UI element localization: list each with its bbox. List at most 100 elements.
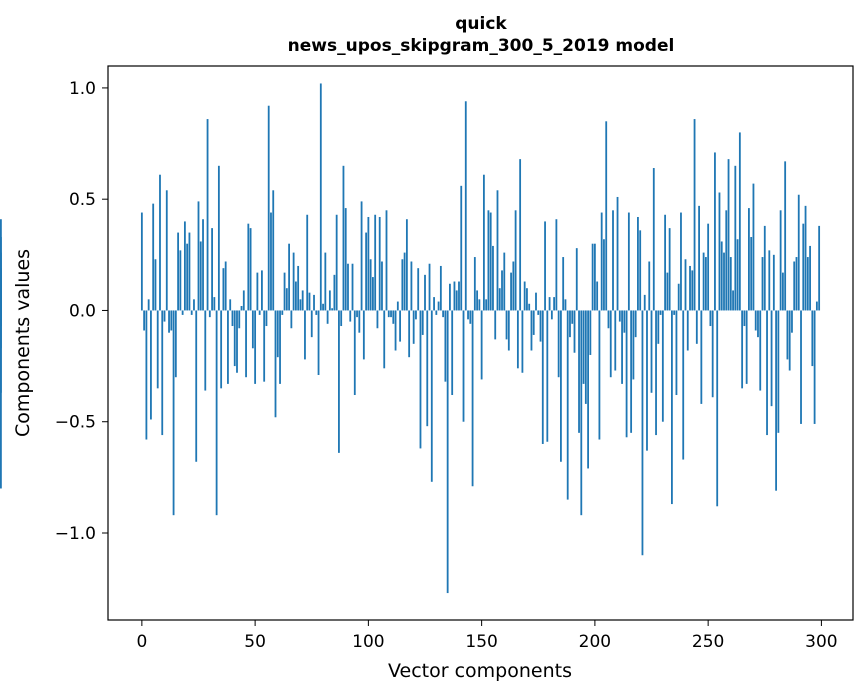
bar: [224, 261, 227, 311]
bar: [625, 310, 628, 438]
bar: [788, 310, 791, 371]
bar: [365, 232, 368, 311]
bar: [648, 261, 651, 311]
bar: [612, 210, 614, 311]
x-tick-label: 200: [579, 632, 611, 652]
bar: [643, 294, 646, 311]
bar: [469, 310, 472, 324]
bar: [510, 272, 512, 311]
bar: [763, 225, 766, 311]
bar: [684, 259, 687, 311]
bar: [353, 310, 356, 396]
bar: [267, 105, 270, 311]
bar: [195, 310, 198, 462]
chart-title-line-1: quick: [455, 14, 507, 34]
bar: [480, 310, 483, 380]
bar: [274, 310, 277, 418]
bar: [362, 310, 365, 360]
bar: [603, 239, 605, 311]
bar: [571, 310, 574, 324]
bar: [680, 212, 682, 311]
bar: [310, 310, 313, 338]
bar: [813, 310, 816, 424]
bar: [768, 250, 771, 311]
bar: [335, 214, 338, 311]
bar: [279, 310, 281, 384]
bar: [451, 310, 454, 396]
bar: [344, 208, 347, 311]
bar: [190, 310, 193, 315]
bar: [385, 210, 388, 311]
bar: [281, 310, 284, 315]
bar: [793, 261, 796, 311]
bar: [159, 174, 161, 311]
bar: [433, 297, 435, 311]
bar: [591, 243, 594, 311]
bar: [464, 101, 467, 311]
bar: [301, 290, 304, 311]
y-tick-label: 0.5: [69, 190, 96, 210]
bar: [428, 263, 431, 311]
bar: [0, 310, 2, 489]
chart-title-line-2: news_upos_skipgram_300_5_2019 model: [288, 36, 675, 56]
bar: [372, 277, 374, 311]
bar: [222, 268, 225, 311]
bar: [806, 257, 809, 311]
bar: [548, 297, 551, 311]
bar: [145, 310, 148, 440]
bar: [689, 265, 691, 311]
y-tick-label: −1.0: [55, 524, 96, 544]
bar: [532, 310, 535, 335]
bar: [245, 310, 247, 378]
bar: [322, 303, 324, 311]
bar: [530, 310, 533, 351]
bar: [256, 272, 259, 311]
bar: [489, 212, 492, 311]
bar: [172, 310, 175, 516]
bar: [294, 281, 297, 311]
bar: [403, 252, 406, 311]
bar: [557, 310, 560, 378]
bar: [677, 283, 680, 311]
bar: [193, 299, 195, 311]
bar: [383, 310, 386, 369]
bar: [401, 259, 404, 311]
bar: [238, 310, 241, 329]
bar: [292, 252, 295, 311]
bar: [261, 270, 263, 311]
bar: [770, 310, 773, 407]
bar: [641, 310, 644, 556]
bar: [569, 310, 571, 338]
bar: [652, 168, 655, 311]
bar: [206, 119, 209, 311]
bar: [455, 290, 458, 311]
bar: [412, 310, 415, 344]
bar: [430, 310, 433, 482]
bar: [152, 203, 155, 311]
bar: [804, 205, 807, 311]
bar: [0, 310, 2, 320]
bar: [283, 272, 286, 311]
bar: [526, 288, 528, 311]
bar: [539, 310, 542, 342]
bar: [584, 310, 587, 404]
bar: [797, 194, 800, 311]
bar: [754, 310, 757, 331]
bar: [356, 310, 358, 318]
bar: [156, 310, 159, 389]
bar: [369, 259, 372, 311]
bar: [471, 310, 474, 487]
bar: [254, 310, 257, 384]
bar: [177, 232, 180, 311]
bar: [213, 297, 216, 311]
x-tick-label: 250: [692, 632, 724, 652]
y-axis-label: Components values: [12, 249, 34, 437]
bar: [734, 165, 737, 311]
bar: [306, 214, 309, 311]
bar: [249, 228, 252, 311]
bar: [732, 290, 734, 311]
bar: [168, 310, 170, 333]
bar: [627, 212, 630, 311]
bar: [340, 310, 343, 327]
bar: [319, 83, 322, 311]
